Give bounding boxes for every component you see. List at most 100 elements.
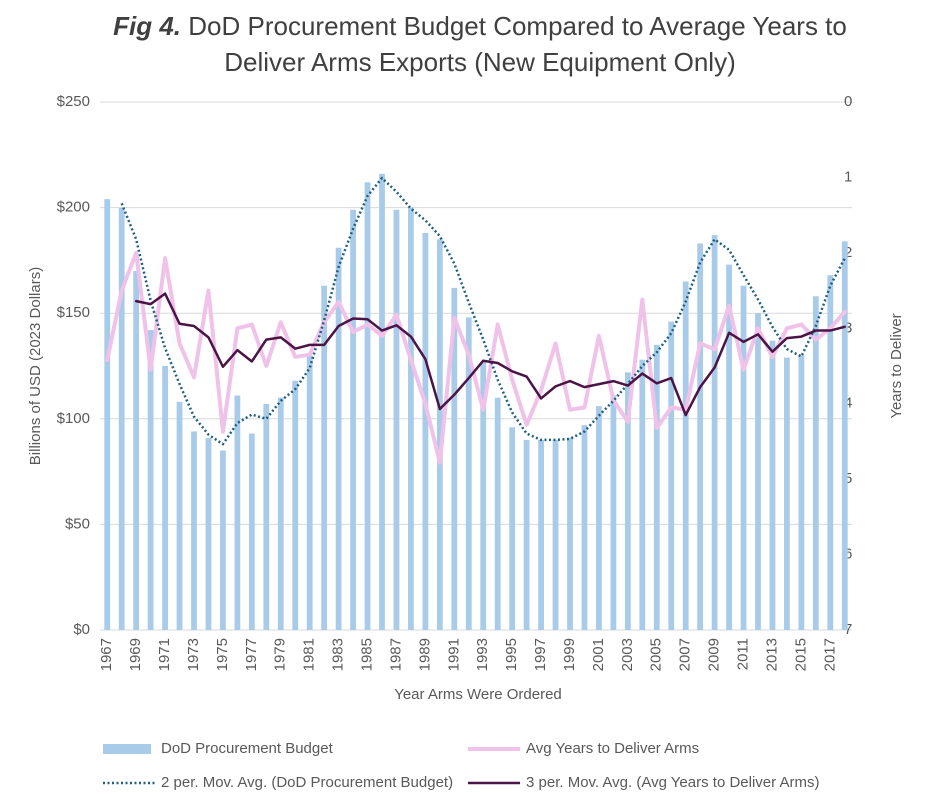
bar: [841, 241, 848, 630]
x-tick-label: 2013: [763, 638, 780, 671]
legend-label: 2 per. Mov. Avg. (DoD Procurement Budget…: [161, 774, 453, 791]
bar: [162, 366, 168, 630]
chart-title: Fig 4. DoD Procurement Budget Compared t…: [100, 8, 860, 80]
bar: [220, 450, 226, 630]
bar: [523, 439, 530, 630]
x-tick-label: 1971: [156, 638, 173, 671]
line-series: [120, 176, 846, 446]
bar: [682, 281, 689, 630]
bar: [408, 207, 414, 630]
bar: [639, 359, 646, 630]
x-tick-label: 2007: [677, 638, 694, 671]
bar: [248, 433, 255, 630]
x-tick-label: 2009: [706, 638, 723, 671]
x-tick-label: 1973: [185, 638, 202, 671]
bar: [306, 355, 313, 630]
legend-swatch: [103, 744, 151, 754]
bar: [596, 406, 602, 630]
bar: [292, 380, 299, 630]
y2-tick-label: 5: [844, 470, 852, 487]
y2-tick-label: 3: [844, 319, 852, 336]
y2-tick-label: 1: [844, 168, 852, 185]
legend-label: DoD Procurement Budget: [161, 740, 334, 757]
bar: [133, 270, 140, 630]
x-tick-label: 1987: [387, 638, 404, 671]
bar: [263, 404, 270, 630]
bar: [350, 209, 356, 630]
bar: [711, 235, 718, 630]
bar: [538, 439, 544, 630]
bar: [567, 437, 573, 630]
bar: [480, 361, 487, 630]
bar: [610, 395, 617, 630]
title-prefix: Fig 4.: [113, 11, 182, 41]
line-series: [134, 292, 847, 417]
x-tick-label: 1979: [272, 638, 289, 671]
bar: [321, 285, 328, 630]
x-tick-label: 1975: [214, 638, 231, 671]
y-tick-label: $200: [57, 199, 90, 216]
x-tick-label: 2001: [590, 638, 607, 671]
y-tick-label: $100: [57, 410, 90, 427]
y2-tick-label: 2: [844, 244, 852, 261]
bar: [436, 239, 443, 630]
bar: [552, 439, 559, 630]
y2-tick-label: 0: [844, 93, 852, 110]
bar: [740, 285, 747, 630]
bar: [451, 287, 458, 630]
bar: [379, 173, 385, 631]
bar: [335, 247, 342, 630]
bar: [277, 397, 284, 630]
bar: [827, 275, 834, 630]
x-tick-label: 1977: [243, 638, 260, 671]
x-tick-label: 1985: [359, 638, 376, 671]
x-tick-label: 1969: [127, 638, 144, 671]
bar: [755, 313, 761, 630]
bar: [509, 427, 516, 630]
y2-tick-label: 6: [844, 546, 852, 563]
bar: [812, 296, 819, 630]
bar: [118, 207, 125, 630]
x-tick-label: 1993: [474, 638, 491, 671]
bar: [769, 340, 776, 630]
line-series: [105, 250, 847, 465]
bar: [697, 243, 704, 630]
x-tick-label: 1999: [561, 638, 578, 671]
legend-label: 3 per. Mov. Avg. (Avg Years to Deliver A…: [526, 774, 819, 791]
legend-label: Avg Years to Deliver Arms: [526, 740, 699, 757]
bar: [393, 209, 400, 630]
x-tick-label: 2003: [619, 638, 636, 671]
x-tick-label: 2011: [735, 638, 752, 670]
x-tick-label: 1997: [532, 638, 549, 671]
bar: [205, 437, 212, 630]
y-tick-label: $50: [65, 515, 90, 532]
x-tick-label: 2017: [821, 638, 838, 671]
y-axis-label: Billions of USD (2023 Dollars): [27, 267, 44, 465]
x-tick-label: 1981: [301, 638, 318, 671]
bar: [422, 232, 429, 630]
x-axis-label: Year Arms Were Ordered: [394, 686, 562, 703]
x-tick-label: 1991: [445, 638, 462, 671]
bar: [364, 182, 371, 631]
bar: [234, 395, 241, 630]
bar: [494, 397, 501, 630]
title-text: DoD Procurement Budget Compared to Avera…: [188, 11, 847, 77]
bar: [624, 372, 631, 630]
bar: [798, 355, 805, 630]
x-tick-label: 1989: [416, 638, 433, 671]
y-tick-label: $0: [73, 621, 90, 638]
x-tick-label: 1983: [330, 638, 347, 671]
bar: [726, 264, 732, 630]
x-tick-label: 1967: [98, 638, 115, 671]
bar: [176, 401, 183, 630]
y2-tick-label: 7: [844, 621, 852, 638]
y-tick-label: $150: [57, 304, 90, 321]
y2-axis-label: Years to Deliver: [888, 313, 905, 418]
bar: [668, 321, 675, 630]
y2-tick-label: 4: [844, 395, 852, 412]
bar: [147, 330, 154, 630]
x-tick-label: 2015: [792, 638, 809, 671]
bar: [104, 199, 111, 631]
